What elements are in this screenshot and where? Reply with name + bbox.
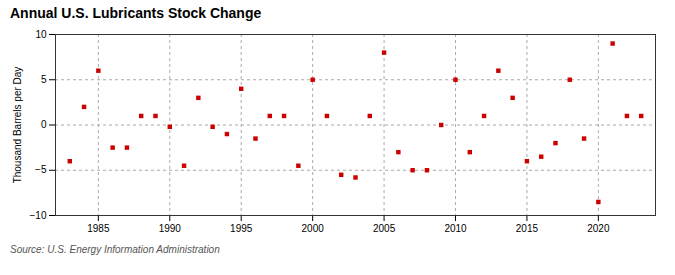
svg-text:2005: 2005 xyxy=(373,223,396,234)
svg-text:2020: 2020 xyxy=(587,223,610,234)
svg-text:−5: −5 xyxy=(35,164,47,175)
svg-text:Thousand Barrels per Day: Thousand Barrels per Day xyxy=(12,67,23,184)
svg-text:1990: 1990 xyxy=(159,223,182,234)
svg-text:0: 0 xyxy=(41,119,47,130)
svg-text:−10: −10 xyxy=(30,210,47,221)
svg-text:10: 10 xyxy=(35,29,47,40)
html-text:Source: U.S. Energy Informatio: Source: U.S. Energy Information Administ… xyxy=(10,244,220,255)
svg-text:2015: 2015 xyxy=(516,223,539,234)
svg-text:2000: 2000 xyxy=(302,223,325,234)
svg-text:2010: 2010 xyxy=(444,223,467,234)
svg-text:1995: 1995 xyxy=(230,223,253,234)
svg-text:1985: 1985 xyxy=(87,223,110,234)
svg-text:5: 5 xyxy=(41,74,47,85)
html-text:Annual U.S. Lubricants Stock C: Annual U.S. Lubricants Stock Change xyxy=(10,5,262,21)
